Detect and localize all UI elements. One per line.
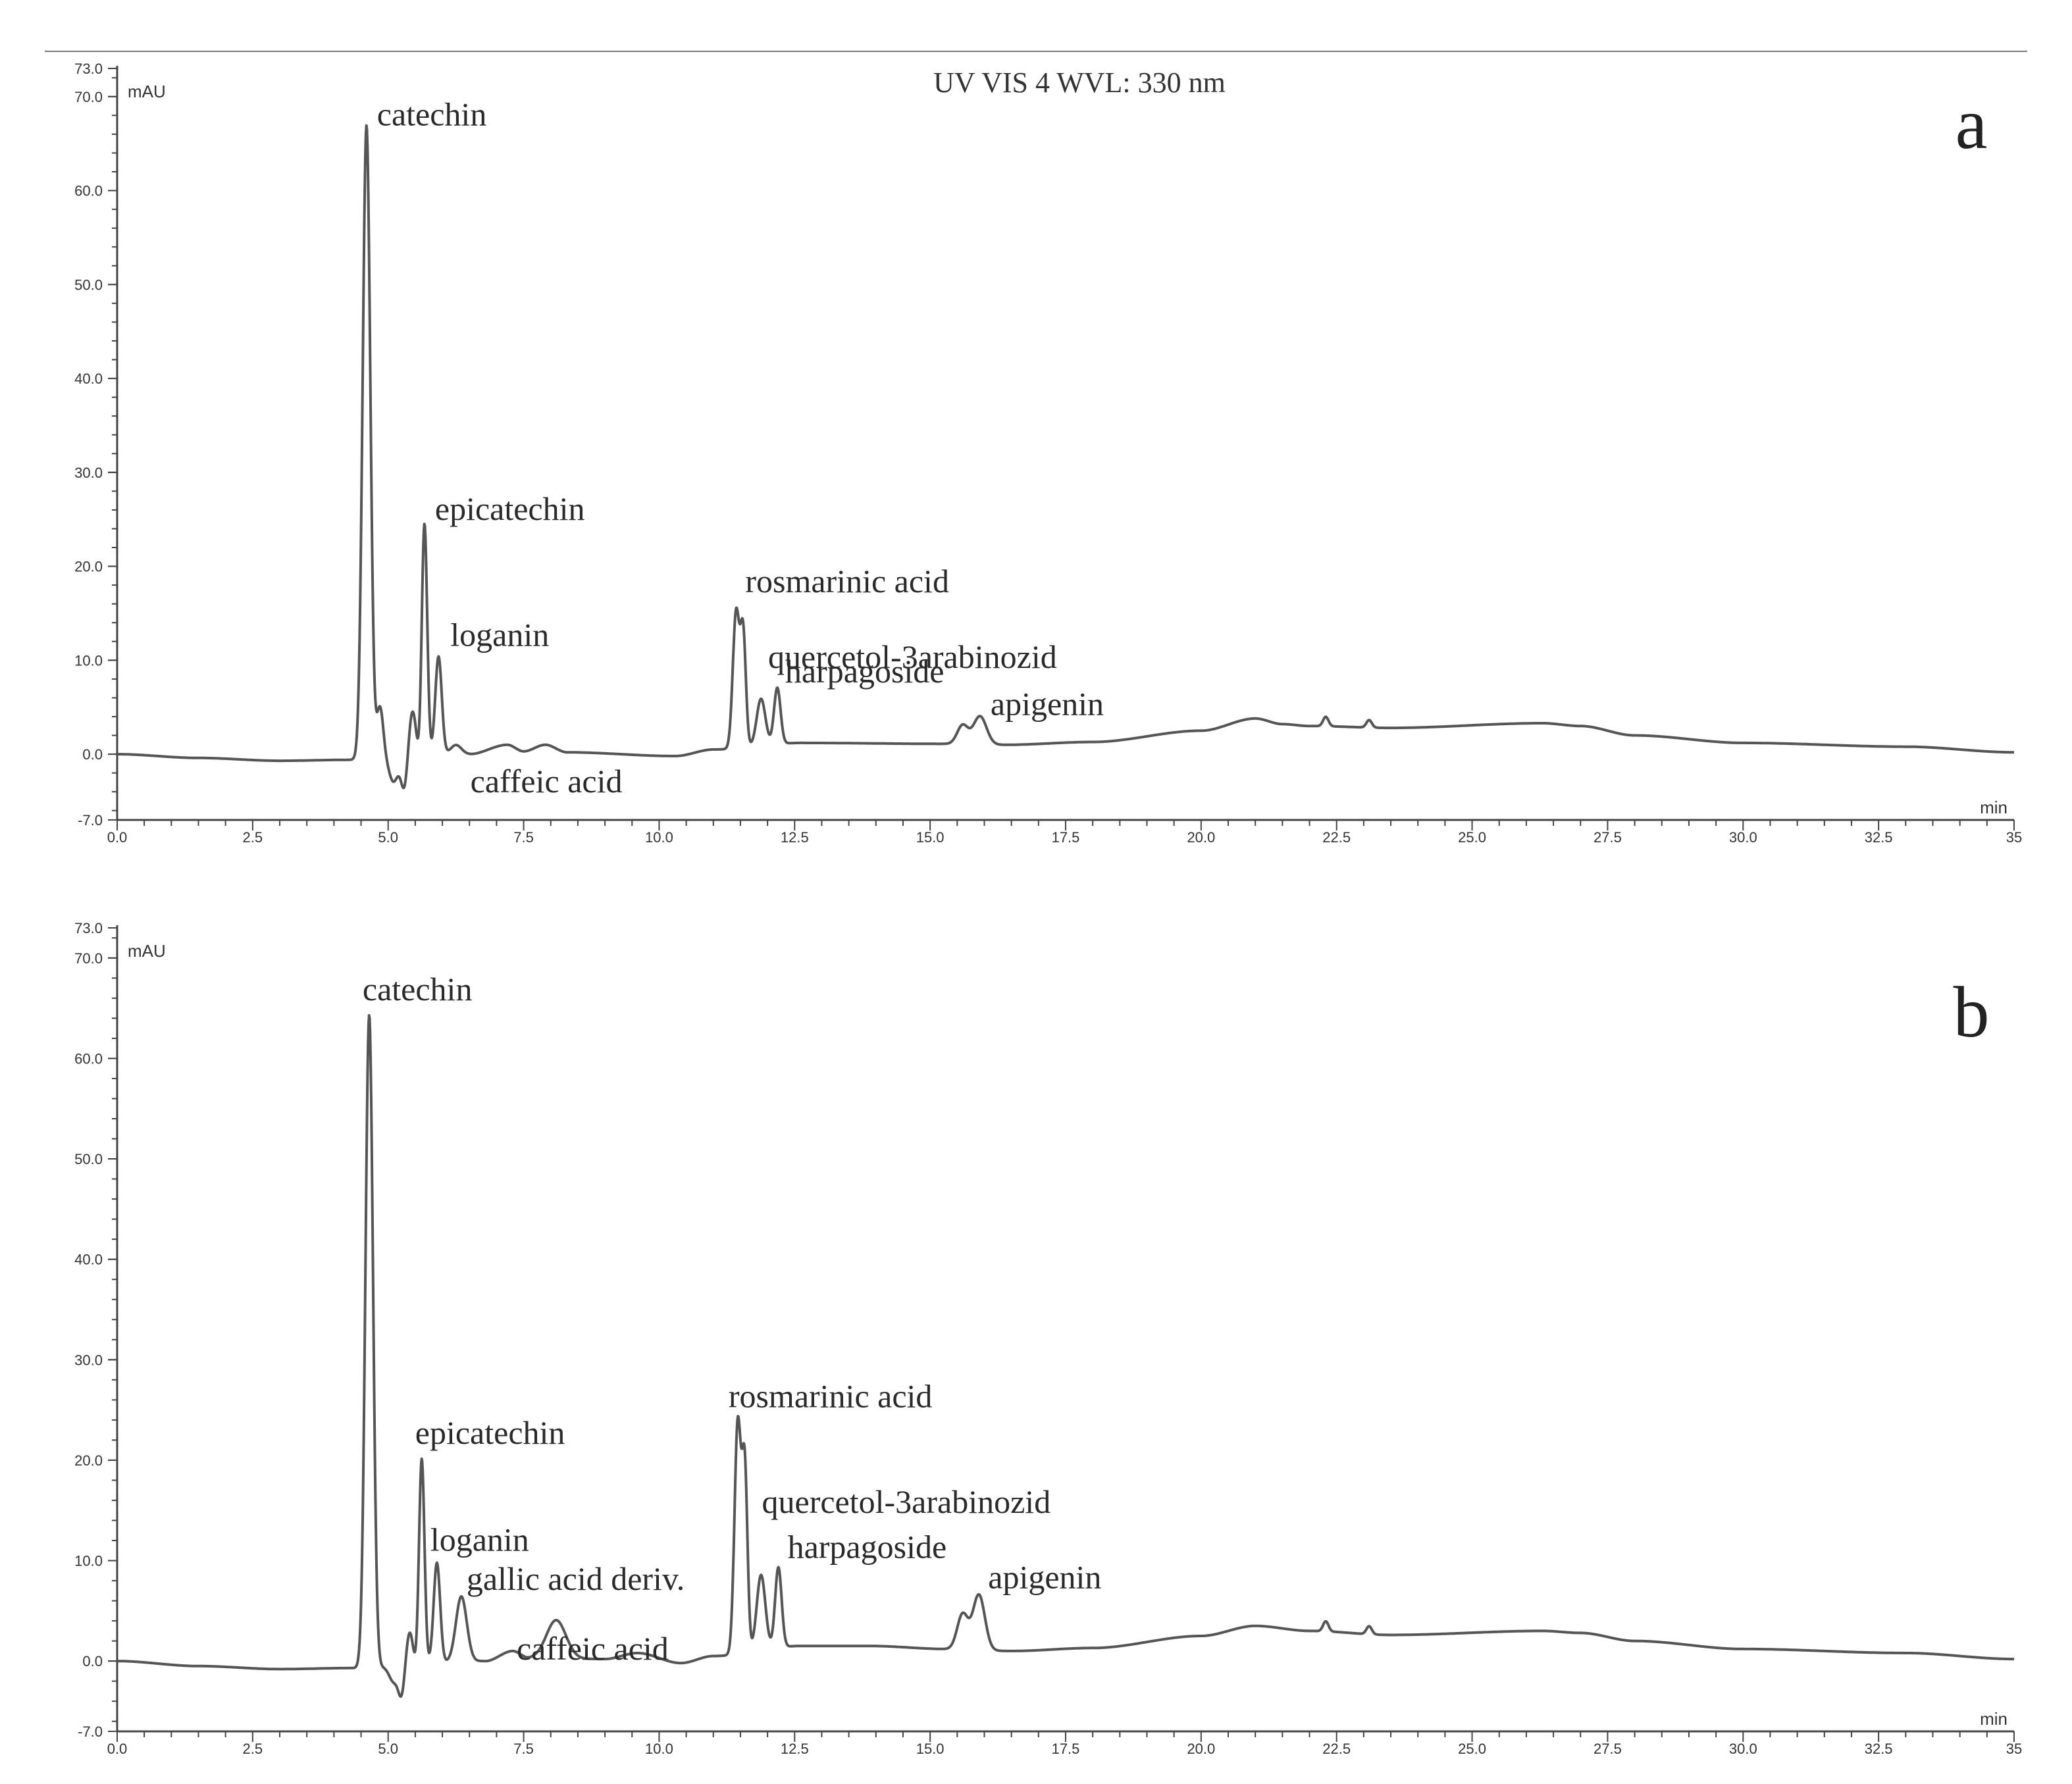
x-tick-label: 32.5	[1865, 1741, 1893, 1757]
peak-label: epicatechin	[415, 1414, 565, 1451]
y-tick-label: -7.0	[78, 812, 103, 828]
y-tick-label: 70.0	[74, 89, 103, 105]
peak-label: quercetol-3arabinozid	[762, 1483, 1051, 1520]
peak-label: apigenin	[988, 1558, 1101, 1595]
peak-label: rosmarinic acid	[745, 563, 949, 599]
x-tick-label: 2.5	[243, 829, 263, 846]
y-tick-label: 20.0	[74, 1452, 103, 1469]
x-tick-label: 27.5	[1593, 829, 1622, 846]
x-tick-label: 15.0	[916, 1741, 945, 1757]
x-tick-label: 32.5	[1865, 829, 1893, 846]
y-tick-label: 10.0	[74, 652, 103, 669]
y-tick-label: 0.0	[82, 746, 103, 763]
chromatogram-panel-a: a 0.0 2.5 5.0 7.5 10.0 12.5 15.0 17.5 20.0 22.5 25…	[74, 61, 2022, 846]
y-tick-label: 50.0	[74, 1151, 103, 1167]
y-tick-label: 60.0	[74, 183, 103, 199]
x-tick-label: 7.5	[513, 829, 534, 846]
x-tick-label: 20.0	[1187, 1741, 1215, 1757]
x-tick-label: 5.0	[378, 829, 398, 846]
x-tick-label: 20.0	[1187, 829, 1215, 846]
x-tick-label: 25.0	[1458, 1741, 1486, 1757]
peak-label: catechin	[377, 96, 487, 133]
panel-letter: a	[1955, 84, 1988, 164]
peak-label: loganin	[430, 1521, 529, 1558]
peak-label: catechin	[363, 971, 473, 1007]
peak-label: gallic acid deriv.	[467, 1560, 685, 1597]
x-tick-label: 22.5	[1322, 1741, 1351, 1757]
peak-label: caffeic acid	[517, 1630, 669, 1667]
x-tick-label: 10.0	[645, 829, 673, 846]
y-tick-label: 70.0	[74, 950, 103, 967]
y-tick-label: 30.0	[74, 1352, 103, 1368]
y-tick-label: 73.0	[74, 920, 103, 936]
peak-label: harpagoside	[785, 653, 945, 690]
x-tick-label: 17.5	[1052, 1741, 1080, 1757]
chromatogram-trace	[116, 1014, 2015, 1698]
y-tick-label: 40.0	[74, 370, 103, 387]
x-tick-label: 30.0	[1729, 829, 1757, 846]
x-axis-unit: min	[1980, 1709, 2007, 1729]
y-tick-label: -7.0	[78, 1723, 103, 1740]
x-tick-label: 10.0	[645, 1741, 673, 1757]
x-tick-label: 17.5	[1052, 829, 1080, 846]
x-tick-label: 25.0	[1458, 829, 1486, 846]
y-tick-label: 30.0	[74, 465, 103, 481]
peak-label: quercetol-3arabinozid	[768, 638, 1057, 675]
x-tick-label: 35	[2006, 1741, 2022, 1757]
y-tick-label: 60.0	[74, 1050, 103, 1067]
y-axis-unit: mAU	[128, 82, 166, 101]
chromatogram-panel-b: b 0.0 2.5 5.0 7.5 10.0 12.5 15.0 17.5 20.0 22.5 25…	[74, 920, 2022, 1757]
x-axis-unit: min	[1980, 798, 2007, 817]
peak-label: epicatechin	[435, 490, 585, 527]
x-tick-label: 2.5	[243, 1741, 263, 1757]
x-tick-label: 22.5	[1322, 829, 1351, 846]
x-tick-label: 15.0	[916, 829, 945, 846]
y-tick-label: 50.0	[74, 276, 103, 293]
x-tick-label: 35	[2006, 829, 2022, 846]
y-tick-label: 10.0	[74, 1553, 103, 1569]
panel-letter: b	[1954, 972, 1990, 1052]
peak-label: harpagoside	[788, 1529, 947, 1566]
x-tick-label: 12.5	[781, 829, 809, 846]
peak-label: apigenin	[991, 685, 1104, 722]
x-tick-label: 0.0	[107, 1741, 128, 1757]
y-axis-unit: mAU	[128, 941, 166, 961]
peak-label: loganin	[450, 617, 549, 653]
detector-header: UV VIS 4 WVL: 330 nm	[933, 66, 1226, 99]
y-tick-label: 0.0	[82, 1653, 103, 1669]
chromatogram-trace	[116, 124, 2015, 790]
x-tick-label: 0.0	[107, 829, 128, 846]
peak-label: caffeic acid	[471, 763, 623, 800]
x-tick-label: 27.5	[1593, 1741, 1622, 1757]
x-tick-label: 7.5	[513, 1741, 534, 1757]
y-tick-label: 40.0	[74, 1252, 103, 1268]
peak-label: rosmarinic acid	[729, 1378, 933, 1415]
x-tick-label: 30.0	[1729, 1741, 1757, 1757]
x-tick-label: 12.5	[781, 1741, 809, 1757]
y-tick-label: 20.0	[74, 559, 103, 575]
x-tick-label: 5.0	[378, 1741, 398, 1757]
y-tick-label: 73.0	[74, 61, 103, 77]
